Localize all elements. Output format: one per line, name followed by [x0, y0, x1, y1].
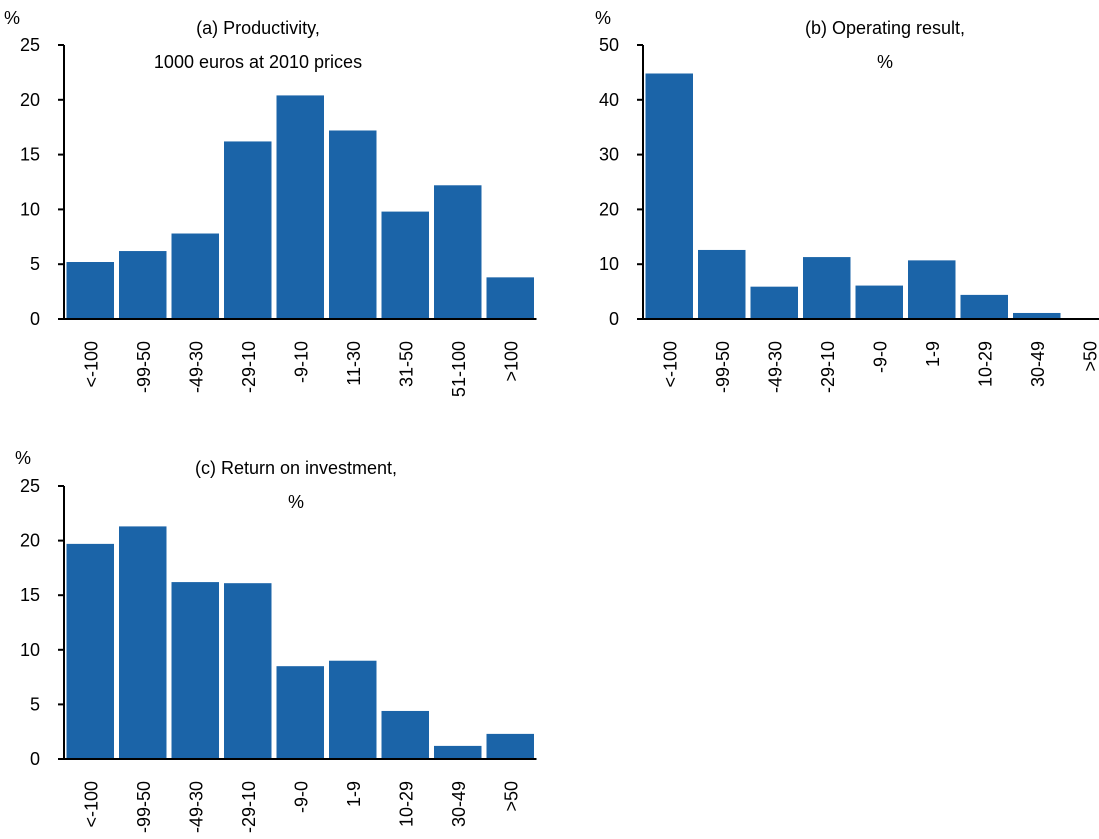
bar-10-29	[381, 710, 429, 759]
bar--9-0	[276, 666, 324, 759]
x-tick-label: 31-50	[396, 341, 416, 387]
bar--99-50	[119, 251, 167, 319]
bar-51-100	[434, 185, 482, 319]
y-tick-label: 15	[20, 585, 40, 605]
x-tick-label: 30-49	[1028, 341, 1048, 387]
y-tick-label: 0	[30, 309, 40, 329]
y-tick-label: 10	[20, 640, 40, 660]
bar--49-30	[171, 582, 219, 759]
x-tick-label: -29-10	[239, 341, 259, 393]
y-tick-label: 20	[20, 90, 40, 110]
chart-subtitle: %	[877, 52, 893, 72]
y-tick-label: 25	[20, 476, 40, 496]
x-tick-label: 10-29	[975, 341, 995, 387]
x-tick-label: -49-30	[186, 781, 206, 833]
x-tick-label: -9-10	[291, 341, 311, 383]
bar--29-10	[224, 583, 272, 759]
y-tick-label: 30	[599, 145, 619, 165]
bar--99-50	[698, 249, 746, 319]
chart-panel-2: (b) Operating result,%% 0 10 20 30 40 50 <-100 -…	[595, 8, 1099, 393]
chart-title: (c) Return on investment,	[195, 458, 397, 478]
x-tick-label: -49-30	[186, 341, 206, 393]
x-tick-label: -99-50	[134, 781, 154, 833]
y-tick-label: 25	[20, 35, 40, 55]
y-tick-label: 5	[30, 254, 40, 274]
bar->50	[486, 733, 534, 759]
x-tick-label: 1-9	[923, 341, 943, 367]
bar--9-10	[276, 95, 324, 319]
x-tick-label: >100	[501, 341, 521, 382]
x-tick-label: -29-10	[239, 781, 259, 833]
bar--49-30	[171, 233, 219, 319]
x-tick-label: -9-0	[870, 341, 890, 373]
bar-<-100	[645, 73, 693, 319]
y-tick-label: 20	[599, 199, 619, 219]
y-tick-label: 20	[20, 531, 40, 551]
bar-1-9	[908, 260, 956, 319]
y-tick-label: 10	[20, 199, 40, 219]
bar-<-100	[66, 543, 114, 759]
x-tick-label: 30-49	[449, 781, 469, 827]
x-tick-label: <-100	[81, 781, 101, 828]
y-tick-label: 10	[599, 254, 619, 274]
bar--29-10	[803, 257, 851, 319]
x-tick-label: <-100	[81, 341, 101, 388]
bar--49-30	[750, 286, 798, 319]
x-tick-label: 51-100	[449, 341, 469, 397]
x-tick-label: >50	[501, 781, 521, 812]
chart-title: (a) Productivity,	[196, 18, 320, 38]
x-tick-label: <-100	[660, 341, 680, 388]
bar-30-49	[434, 745, 482, 759]
x-tick-label: 1-9	[344, 781, 364, 807]
chart-panel-3: (c) Return on investment,%% 0 5 10 15 20 25 <-1…	[15, 448, 537, 833]
bar-31-50	[381, 211, 429, 319]
bar-10-29	[960, 294, 1008, 319]
chart-subtitle: 1000 euros at 2010 prices	[154, 52, 362, 72]
bar-<-100	[66, 262, 114, 319]
y-tick-label: 15	[20, 145, 40, 165]
x-tick-label: -99-50	[713, 341, 733, 393]
y-axis-label: %	[4, 8, 20, 28]
x-tick-label: -99-50	[134, 341, 154, 393]
y-tick-label: 0	[30, 749, 40, 769]
y-tick-label: 50	[599, 35, 619, 55]
bar-30-49	[1013, 312, 1061, 319]
y-axis-label: %	[595, 8, 611, 28]
x-tick-label: 10-29	[396, 781, 416, 827]
y-tick-label: 40	[599, 90, 619, 110]
chart-subtitle: %	[288, 492, 304, 512]
bar--9-0	[855, 285, 903, 319]
bar--29-10	[224, 141, 272, 319]
bar-11-30	[329, 130, 377, 319]
bar->100	[486, 277, 534, 319]
x-tick-label: -29-10	[818, 341, 838, 393]
x-tick-label: -9-0	[291, 781, 311, 813]
bar--99-50	[119, 526, 167, 759]
y-axis-label: %	[15, 448, 31, 468]
chart-panel-1: (a) Productivity, 1000 euros at 2010 pric…	[4, 8, 537, 397]
x-tick-label: >50	[1080, 341, 1099, 372]
y-tick-label: 0	[609, 309, 619, 329]
y-tick-label: 5	[30, 694, 40, 714]
x-tick-label: -49-30	[765, 341, 785, 393]
bar-1-9	[329, 660, 377, 759]
x-tick-label: 11-30	[344, 341, 364, 386]
chart-title: (b) Operating result,	[805, 18, 965, 38]
